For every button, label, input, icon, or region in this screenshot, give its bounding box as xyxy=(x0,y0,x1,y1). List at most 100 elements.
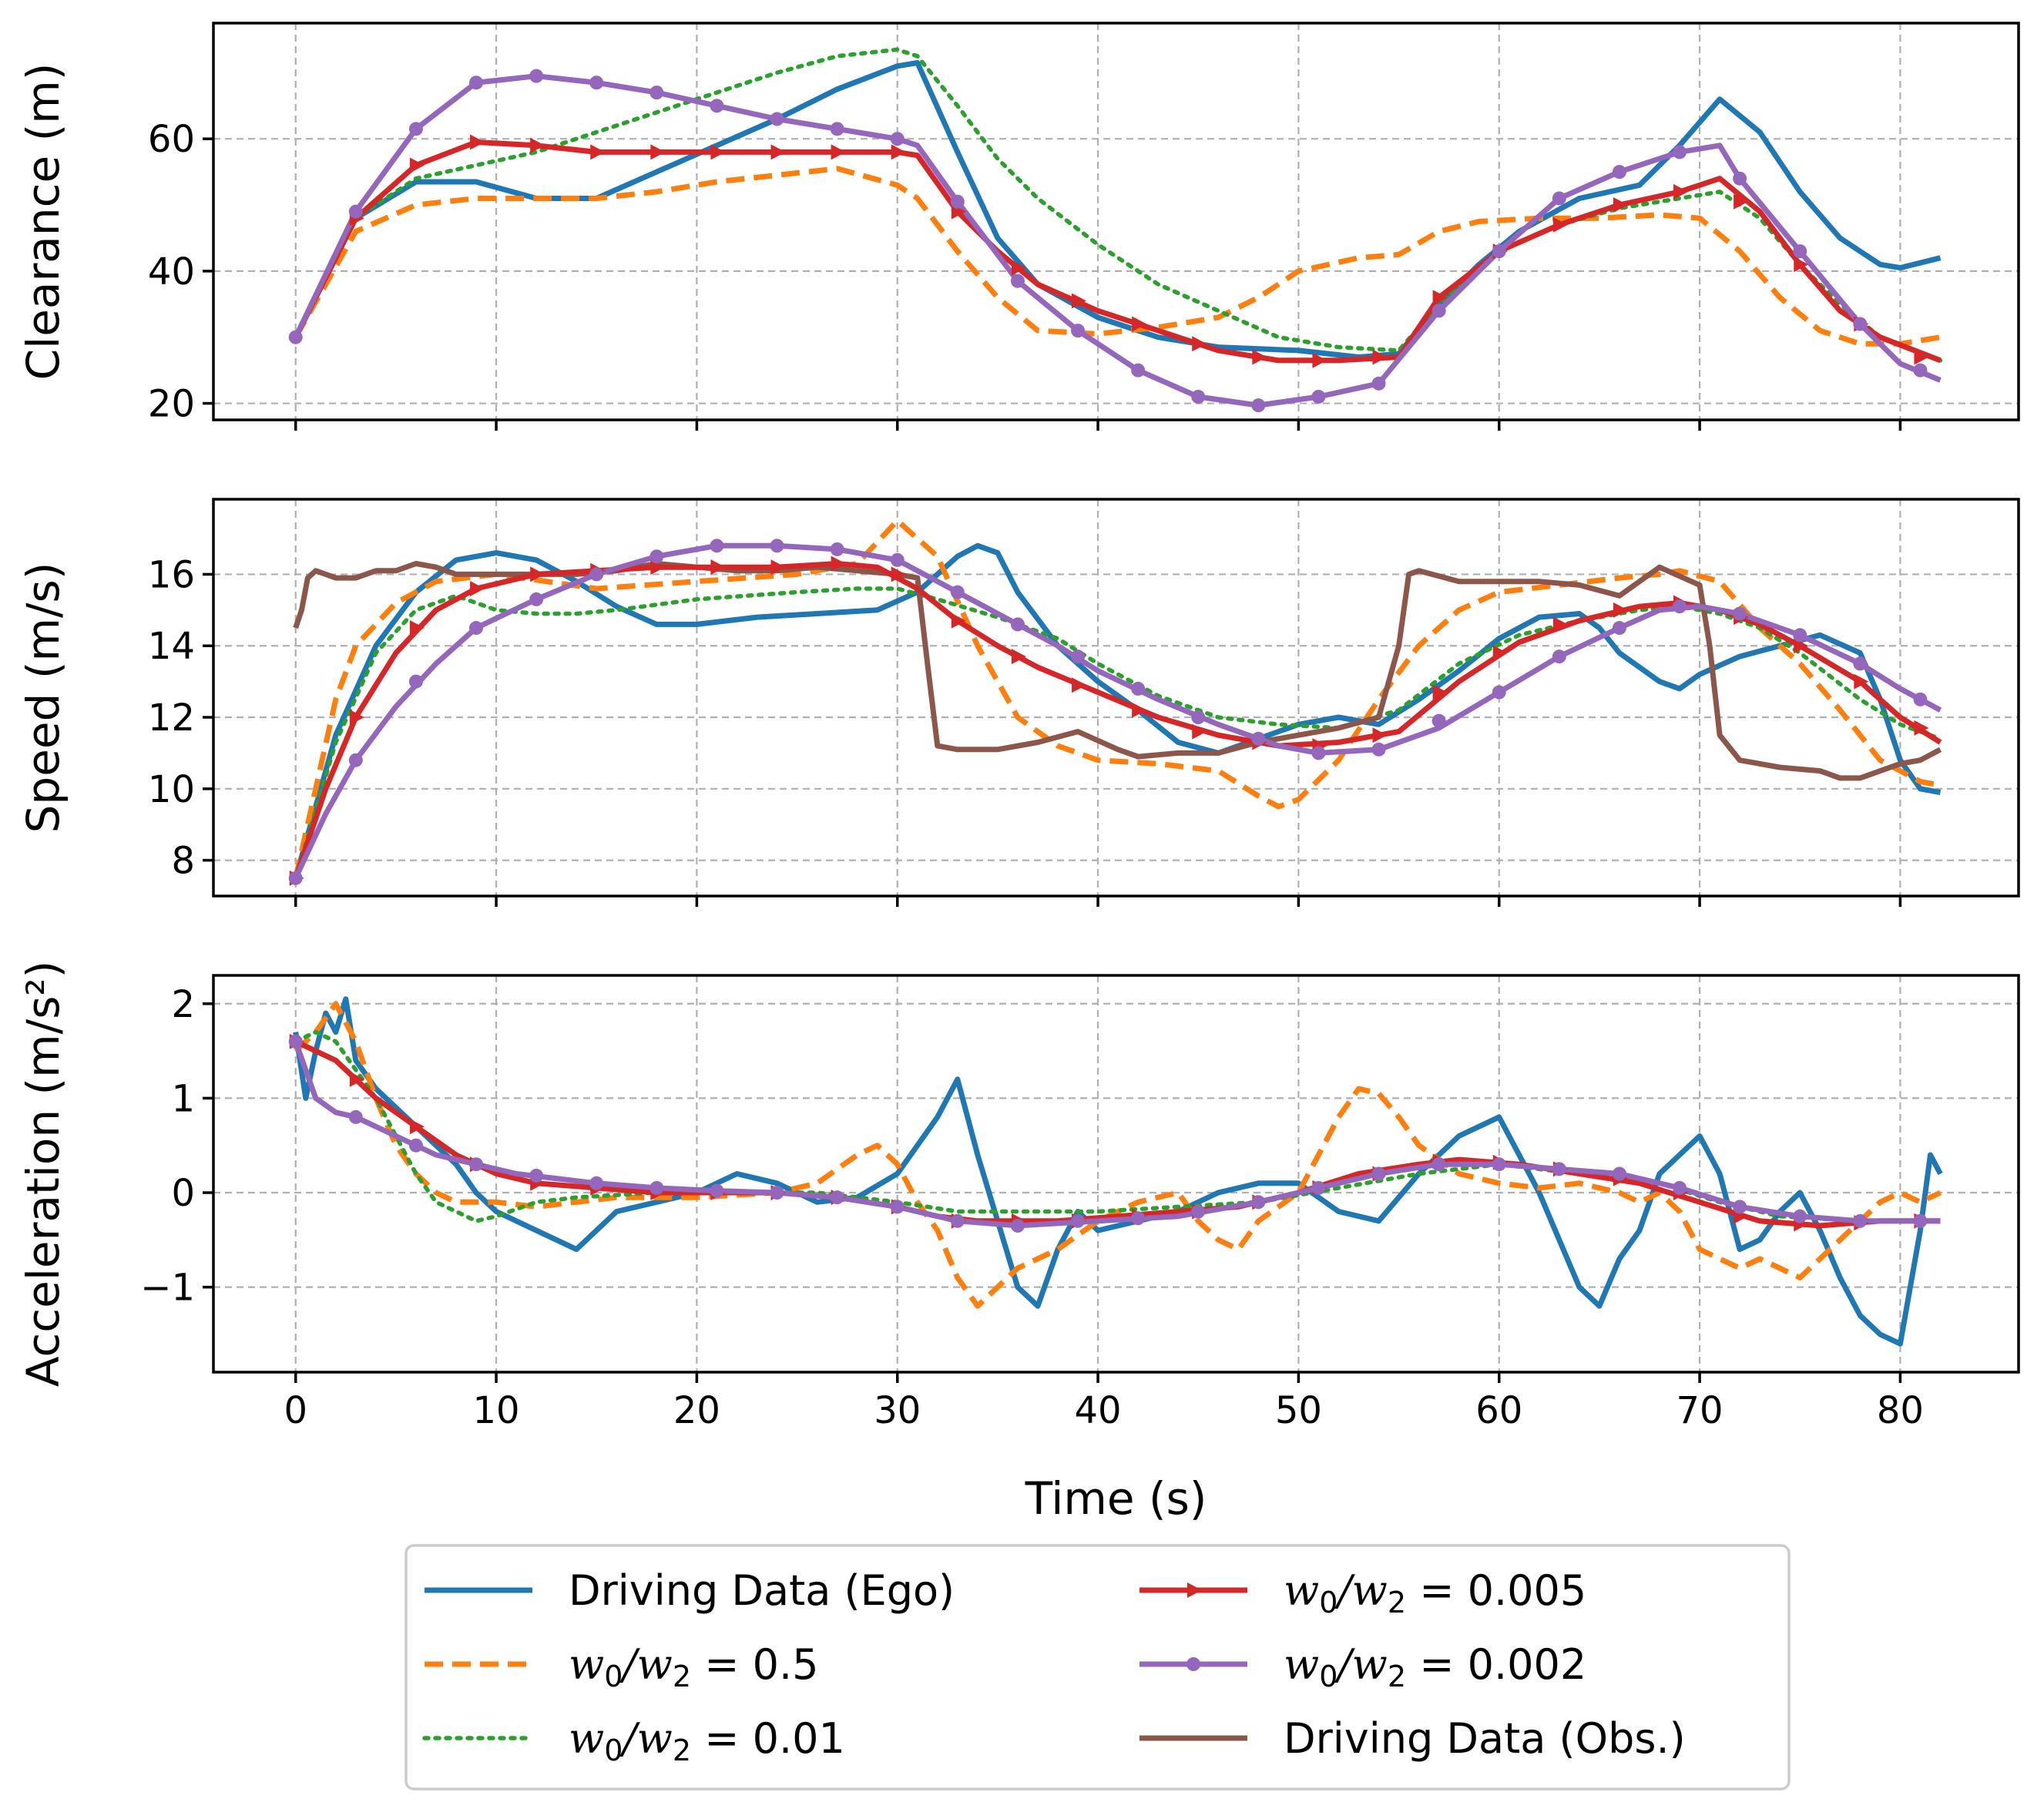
marker-w0005 xyxy=(1192,723,1207,740)
series-group xyxy=(288,47,1943,413)
marker-w0005 xyxy=(831,144,846,160)
marker-w0002 xyxy=(890,1200,905,1214)
marker-w0005 xyxy=(590,144,606,160)
marker-w0002 xyxy=(1131,363,1146,378)
marker-w0002 xyxy=(1311,389,1326,404)
marker-w0002 xyxy=(1371,742,1386,757)
legend-item-w001: w0/w2 = 0.01 xyxy=(422,1714,845,1767)
axes-frame xyxy=(212,974,2020,1374)
marker-w0002 xyxy=(1492,685,1506,700)
marker-w0005 xyxy=(1432,684,1448,700)
legend-marker-w0002 xyxy=(1186,1657,1200,1671)
marker-w0002 xyxy=(348,753,363,767)
marker-w0005 xyxy=(770,559,786,576)
panel-clearance: 20 40 60 Clearance (m) xyxy=(17,22,2020,431)
marker-w0005 xyxy=(1072,293,1087,309)
marker-w0002 xyxy=(469,1157,484,1172)
marker-w0005 xyxy=(1613,197,1628,213)
legend-label-part: 0.005 xyxy=(1468,1566,1587,1615)
marker-w0005 xyxy=(1372,349,1388,365)
marker-w0002 xyxy=(1793,628,1807,643)
marker-w0005 xyxy=(1794,638,1809,654)
marker-w0002 xyxy=(1010,617,1025,632)
marker-w0002 xyxy=(830,122,844,136)
legend-label-part: 2 xyxy=(1388,1660,1406,1693)
x-tick-label: 30 xyxy=(874,1389,921,1432)
legend-label-part: 0.5 xyxy=(753,1640,819,1689)
marker-w0002 xyxy=(1853,1213,1868,1228)
x-tick-label: 10 xyxy=(473,1389,520,1432)
legend-label-part: 2 xyxy=(673,1733,691,1767)
marker-w0005 xyxy=(1132,316,1147,332)
series-line-w0002 xyxy=(293,542,1942,880)
legend-label-part: 0.01 xyxy=(753,1714,845,1763)
marker-w0002 xyxy=(710,1183,724,1198)
legend-label-w0005: w0/w2 = 0.005 xyxy=(1284,1566,1586,1619)
marker-w0005 xyxy=(1914,349,1929,365)
marker-w0002 xyxy=(469,76,484,90)
marker-w0005 xyxy=(891,144,906,160)
marker-w0002 xyxy=(1853,656,1868,671)
x-tick-label: 40 xyxy=(1075,1389,1122,1432)
y-tick-label: 12 xyxy=(148,696,195,740)
legend-label-part: w xyxy=(1284,1566,1319,1615)
y-tick-label: 20 xyxy=(148,383,195,426)
legend-label-part: /w xyxy=(619,1640,672,1689)
marker-w0002 xyxy=(830,542,844,556)
marker-w0002 xyxy=(1251,398,1266,413)
legend-label-w05: w0/w2 = 0.5 xyxy=(569,1640,819,1693)
marker-w0002 xyxy=(1913,692,1928,706)
marker-w0005 xyxy=(1613,602,1628,618)
series-group xyxy=(288,996,1943,1347)
marker-w0002 xyxy=(408,1138,423,1153)
x-tick-label: 20 xyxy=(673,1389,720,1432)
legend-label-part: /w xyxy=(1334,1566,1387,1615)
marker-w0002 xyxy=(1733,606,1747,621)
series-line-w0005 xyxy=(293,139,1942,364)
marker-w0002 xyxy=(1793,1209,1807,1223)
marker-w0002 xyxy=(1251,1195,1266,1210)
marker-w0002 xyxy=(1673,145,1687,159)
marker-w0005 xyxy=(530,137,545,153)
legend-label-w0002: w0/w2 = 0.002 xyxy=(1284,1640,1586,1693)
marker-w0002 xyxy=(890,552,905,567)
legend-item-w0002: w0/w2 = 0.002 xyxy=(1139,1640,1586,1693)
marker-w0002 xyxy=(770,539,784,553)
marker-w0002 xyxy=(830,1190,844,1205)
marker-w0005 xyxy=(1432,290,1448,306)
marker-w0005 xyxy=(1132,702,1147,718)
y-tick-label: −1 xyxy=(140,1267,195,1310)
marker-w0002 xyxy=(1612,621,1626,636)
marker-w0005 xyxy=(530,566,545,582)
legend-label-w001: w0/w2 = 0.01 xyxy=(569,1714,845,1767)
legend-label-part: w xyxy=(569,1640,604,1689)
legend-label-part: = xyxy=(1406,1640,1468,1689)
marker-w0002 xyxy=(1492,1157,1506,1172)
marker-w0005 xyxy=(1673,183,1689,200)
legend-marker-w0005 xyxy=(1187,1582,1202,1598)
marker-w0005 xyxy=(1492,645,1508,661)
y-tick-label: 40 xyxy=(148,250,195,294)
marker-w0002 xyxy=(1071,1213,1086,1228)
axes-frame xyxy=(212,498,2020,898)
marker-w0002 xyxy=(1010,274,1025,288)
x-tick-label: 0 xyxy=(284,1389,307,1432)
marker-w0002 xyxy=(649,1180,664,1195)
marker-w0005 xyxy=(1734,193,1749,210)
series-line-obs xyxy=(293,561,1942,781)
x-tick-label: 60 xyxy=(1475,1389,1522,1432)
marker-w0005 xyxy=(409,620,425,636)
marker-w0005 xyxy=(1794,257,1809,273)
marker-w0002 xyxy=(529,69,544,83)
marker-w0005 xyxy=(1011,649,1026,665)
marker-w0002 xyxy=(288,330,303,344)
marker-w0005 xyxy=(349,710,364,726)
legend-frame xyxy=(404,1544,1791,1791)
axes-frame xyxy=(212,22,2020,421)
series-line-w001 xyxy=(293,586,1943,881)
marker-w0002 xyxy=(1251,731,1266,746)
marker-w0002 xyxy=(1492,244,1506,259)
marker-w0005 xyxy=(650,144,666,160)
marker-w0002 xyxy=(710,99,724,113)
legend-label-part: /w xyxy=(1334,1640,1387,1689)
